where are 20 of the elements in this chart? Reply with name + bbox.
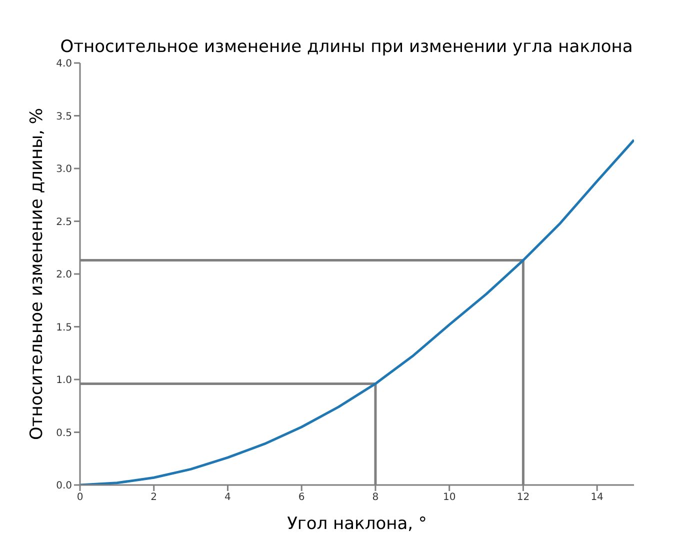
y-axis-title: Относительное изменение длины, % (27, 108, 47, 440)
x-tick-label: 4 (224, 492, 231, 504)
y-tick-label: 0.0 (56, 480, 72, 492)
x-tick-label: 14 (590, 492, 604, 504)
chart-title: Относительное изменение длины при изменении угла наклона (59, 37, 634, 57)
x-tick-label: 0 (76, 492, 84, 504)
x-tick-label: 8 (372, 492, 379, 504)
x-tick-label: 2 (150, 492, 158, 504)
y-tick-label: 2.0 (56, 270, 72, 281)
y-tick-label: 0.5 (56, 428, 72, 439)
x-axis-title: Угол наклона, ° (286, 514, 428, 534)
y-tick-label: 1.0 (56, 375, 72, 386)
y-tick-label: 2.5 (56, 216, 72, 228)
y-tick-label: 1.5 (56, 322, 72, 334)
x-tick-label: 12 (516, 492, 530, 504)
y-tick-label: 3.0 (56, 164, 72, 176)
x-tick-label: 6 (298, 492, 305, 504)
y-tick-label: 4.0 (56, 58, 72, 70)
y-tick-label: 3.5 (56, 111, 72, 122)
x-tick-label: 10 (442, 492, 456, 504)
